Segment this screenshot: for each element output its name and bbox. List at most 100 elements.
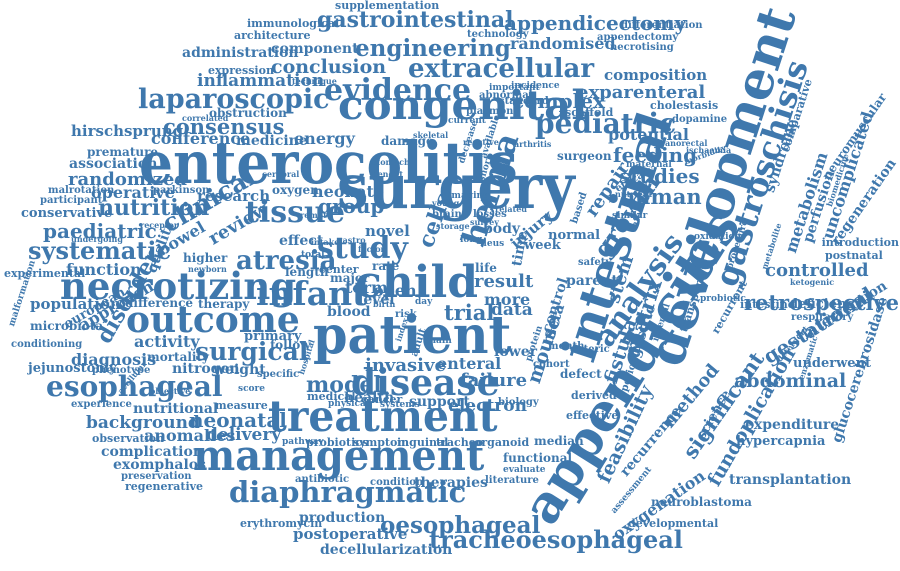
word-enteric: enteric [570, 344, 610, 355]
word-architecture: architecture [234, 29, 311, 42]
word-production: production [299, 510, 386, 526]
word-surgeon: surgeon [557, 149, 612, 163]
word-obstruction: obstruction [209, 106, 287, 120]
word-oesophageal: oesophageal [380, 512, 541, 539]
word-tracheo: tracheo [436, 436, 484, 449]
word-follow: follow [270, 338, 311, 352]
word-inflammation: inflammation [197, 71, 325, 91]
word-result: result [474, 271, 534, 292]
word-body: body [483, 221, 521, 237]
word-damage: damage [381, 134, 434, 148]
word-infant: infant [256, 274, 368, 313]
word-remote: remote [300, 210, 332, 220]
word-complex: complex [512, 89, 605, 113]
word-conference: conference [151, 129, 251, 148]
word-medicine: medicine [236, 133, 308, 149]
word-tracheoesophageal: tracheoesophageal [429, 525, 683, 554]
word-human: human [620, 184, 702, 209]
word-differentiation: differentiation [621, 20, 703, 31]
word-participant: participant [40, 195, 103, 206]
word-level: level [358, 292, 395, 308]
word-therapies: therapies [414, 475, 488, 491]
word-cerebral: cerebral [262, 169, 300, 179]
word-group: group [318, 194, 385, 218]
word-systems: systems [380, 400, 420, 410]
word-exparenteral: exparenteral [577, 82, 706, 103]
word-immunological: immunological [247, 17, 340, 30]
word-current: current [448, 116, 486, 126]
word-total: total [301, 250, 325, 260]
word-dopamine: dopamine [672, 114, 728, 125]
word-cohort: cohort [533, 359, 570, 370]
word-expression: expression [208, 64, 274, 77]
word-higher: higher [183, 251, 228, 265]
word-paediatric: paediatric [43, 219, 157, 243]
word-center: center [319, 263, 359, 276]
word-appendicectomy: appendicectomy [504, 11, 687, 35]
word-experience: experience [71, 399, 132, 410]
word-postnatal: postnatal [825, 249, 883, 262]
word-arthritis: arthritis [514, 139, 552, 149]
word-condition: condition [370, 477, 424, 488]
word-similar: similar [612, 211, 648, 221]
word-model: model [306, 372, 382, 398]
word-oxidation: oxidation [694, 232, 742, 242]
word-symptom: symptom [353, 436, 409, 449]
word-length: length [285, 265, 329, 279]
word-regenerative: regenerative [125, 480, 204, 493]
word-respiratory: respiratory [791, 312, 854, 323]
word-introduction: introduction [821, 236, 899, 249]
word-controlled: controlled [765, 260, 869, 281]
word-abnormal: abnormal [479, 90, 533, 101]
word-objective: objective [150, 386, 191, 396]
word-parkinson: parkinson [153, 185, 210, 196]
word-safety: safety [578, 257, 612, 268]
word-research: research [197, 187, 271, 205]
word-blood: blood [327, 304, 371, 320]
word-inguinal: inguinal [397, 436, 449, 449]
word-conclusion: conclusion [271, 56, 387, 78]
word-appendectomy: appendectomy [597, 32, 679, 43]
word-weight: weight [213, 362, 266, 378]
word-potential: potential [608, 125, 689, 144]
word-medical: medical [307, 390, 356, 403]
word-congenital: congenital [338, 82, 588, 129]
word-conditioning: conditioning [11, 339, 83, 350]
word-related: related [495, 204, 527, 214]
word-randomized: randomized [68, 169, 187, 190]
word-delivery: delivery [206, 425, 282, 445]
word-laparoscopic: laparoscopic [138, 84, 330, 115]
word-month: month [548, 341, 585, 352]
word-ileus: ileus [480, 239, 505, 249]
word-important: important [489, 83, 540, 93]
word-retrospective: retrospective [743, 290, 899, 315]
word-newborn: newborn [188, 264, 227, 274]
word-deficiency: deficiency [789, 297, 862, 312]
word-systematic: systematic [28, 236, 172, 265]
word-median: median [534, 434, 584, 448]
word-functional: functional [503, 451, 573, 465]
word-score: score [238, 384, 266, 394]
word-measure: measure [215, 399, 268, 412]
word-life: life [475, 261, 497, 275]
word-function: function [66, 260, 142, 279]
word-brain: brain [432, 209, 462, 220]
word-diagnosis: diagnosis [71, 350, 157, 369]
word-anorectal: anorectal [665, 138, 708, 148]
word-extracellular: extracellular [408, 54, 595, 84]
word-trial: trial [444, 300, 495, 325]
word-term: term [345, 278, 388, 297]
word-novel: novel [365, 222, 410, 240]
word-lower: lower [494, 344, 537, 360]
word-neonate: neonate [312, 182, 385, 201]
word-nutrient: nutrient [615, 189, 653, 199]
word-composition: composition [604, 66, 708, 84]
word-study: study [317, 231, 408, 266]
word-pathway: pathway [282, 437, 324, 447]
word-specific: specific [257, 369, 300, 380]
word-tissue: tissue [245, 195, 345, 230]
word-survey: survey [470, 217, 499, 227]
word-population: population [30, 295, 121, 313]
word-day: day [415, 297, 433, 307]
word-technique: technique [292, 76, 337, 86]
